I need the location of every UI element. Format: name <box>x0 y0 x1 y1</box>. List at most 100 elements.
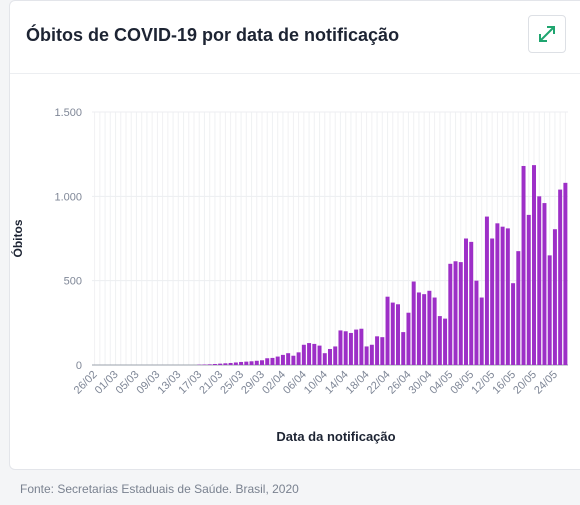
x-tick-label: 04/05 <box>427 369 455 397</box>
bar <box>558 189 563 365</box>
bar <box>432 297 437 365</box>
bar <box>307 343 312 365</box>
x-tick-label: 01/03 <box>93 369 121 397</box>
bar <box>416 292 421 365</box>
bar <box>396 304 400 365</box>
x-tick-label: 09/03 <box>135 369 163 397</box>
bar <box>317 345 322 365</box>
bar <box>364 346 369 365</box>
bar <box>422 294 427 365</box>
bar <box>218 363 223 365</box>
bar <box>516 251 521 365</box>
bar <box>542 203 547 365</box>
bar <box>369 344 374 365</box>
bar <box>207 364 212 365</box>
bar <box>437 316 442 365</box>
source-note: Fonte: Secretarias Estaduais de Saúde. B… <box>20 482 299 496</box>
bar <box>260 360 264 365</box>
bar <box>427 290 432 365</box>
bar <box>275 356 280 365</box>
x-tick-label: 20/05 <box>511 369 539 397</box>
x-tick-label: 22/04 <box>365 369 393 397</box>
x-tick-label: 30/04 <box>407 369 435 397</box>
bar <box>354 329 359 365</box>
bar <box>511 283 516 365</box>
bar <box>233 362 238 365</box>
bar <box>443 318 448 365</box>
bar <box>270 357 275 365</box>
bar <box>458 262 463 365</box>
bar <box>359 328 364 365</box>
x-tick-label: 06/04 <box>281 369 309 397</box>
bar <box>301 344 306 365</box>
x-tick-label: 14/04 <box>323 369 351 397</box>
x-axis-title: Data da notificação <box>276 429 395 444</box>
bar <box>286 353 291 365</box>
bar <box>385 296 390 365</box>
x-tick-label: 17/03 <box>176 369 204 397</box>
bar <box>348 332 353 365</box>
x-tick-label: 10/04 <box>302 369 330 397</box>
y-tick-label: 1.000 <box>54 191 82 203</box>
bar <box>464 238 468 365</box>
divider <box>10 73 580 74</box>
bar <box>254 360 259 365</box>
bar <box>280 354 285 365</box>
y-tick-label: 500 <box>64 276 82 288</box>
bar <box>521 165 526 365</box>
bar <box>537 196 542 365</box>
x-tick-label: 08/05 <box>448 369 476 397</box>
expand-button[interactable] <box>528 15 566 53</box>
chart: 05001.0001.50026/0201/0305/0309/0313/031… <box>10 107 568 444</box>
x-tick-label: 02/04 <box>260 369 288 397</box>
bar <box>390 302 395 365</box>
bar <box>291 355 296 365</box>
x-tick-label: 24/05 <box>532 369 560 397</box>
x-tick-label: 29/03 <box>239 369 267 397</box>
bar <box>296 352 301 365</box>
bar <box>563 182 568 365</box>
x-tick-label: 26/04 <box>386 369 414 397</box>
x-tick-label: 26/02 <box>72 369 100 397</box>
bar <box>333 346 338 365</box>
bar <box>495 223 500 365</box>
bar <box>401 332 406 365</box>
bar <box>312 343 317 365</box>
chart-card: Óbitos de COVID-19 por data de notificaç… <box>9 0 580 470</box>
bar <box>552 229 557 365</box>
bar <box>244 361 249 365</box>
chart-title: Óbitos de COVID-19 por data de notificaç… <box>26 25 400 45</box>
x-tick-label: 21/03 <box>197 369 225 397</box>
bar <box>505 228 510 365</box>
bar <box>411 281 416 365</box>
bar <box>484 216 489 365</box>
bar <box>474 280 479 365</box>
bar <box>406 312 411 365</box>
bar <box>490 238 495 365</box>
bar <box>322 353 327 365</box>
bar <box>380 337 385 365</box>
x-tick-label: 12/05 <box>469 369 497 397</box>
bar <box>375 336 380 365</box>
bar <box>479 297 484 365</box>
bar <box>212 363 217 365</box>
bar <box>469 241 474 365</box>
bar <box>453 261 458 365</box>
bar <box>532 165 536 365</box>
x-tick-label: 18/04 <box>344 369 372 397</box>
bar <box>448 263 453 365</box>
y-tick-label: 0 <box>76 360 82 372</box>
bar <box>239 361 244 365</box>
y-axis-title: Óbitos <box>10 219 25 257</box>
bar <box>500 226 505 365</box>
bar <box>526 214 531 365</box>
bar <box>265 358 270 365</box>
bar <box>338 330 343 365</box>
bar <box>328 348 332 365</box>
bar <box>228 362 233 365</box>
bar <box>547 255 552 365</box>
bar <box>202 364 207 365</box>
x-tick-label: 13/03 <box>155 369 183 397</box>
bar <box>223 363 228 365</box>
